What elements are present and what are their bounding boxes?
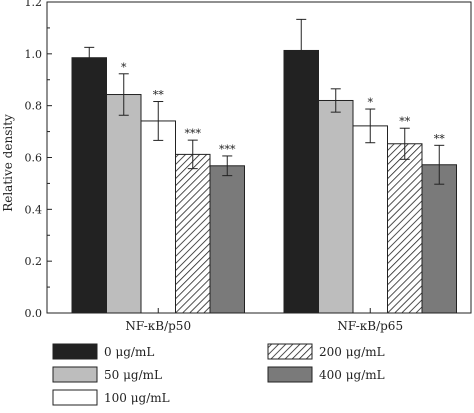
legend-label: 50 μg/mL <box>104 368 162 382</box>
plot-area: 0.00.20.40.60.81.01.2*********NF-κB/p50*… <box>25 0 472 333</box>
legend-label: 100 μg/mL <box>104 391 170 405</box>
legend-swatch <box>52 389 98 406</box>
bar <box>209 165 245 314</box>
significance-label: * <box>368 96 374 109</box>
y-tick-label: 0.0 <box>25 307 43 320</box>
significance-label: * <box>121 61 127 74</box>
legend-swatch <box>52 366 98 383</box>
bar <box>421 164 457 314</box>
y-tick-label: 1.2 <box>25 0 43 9</box>
y-tick-label: 0.4 <box>25 203 43 216</box>
legend-swatch <box>267 366 313 383</box>
y-axis-title: Relative density <box>1 114 15 212</box>
y-tick-label: 0.2 <box>25 255 43 268</box>
y-tick-label: 0.6 <box>25 152 43 165</box>
bar <box>106 94 142 314</box>
x-category-label: NF-κB/p50 <box>125 319 191 333</box>
legend-label: 0 μg/mL <box>104 345 154 359</box>
significance-label: *** <box>185 127 202 140</box>
legend-swatch <box>267 343 313 360</box>
significance-label: *** <box>219 143 236 156</box>
y-tick-label: 1.0 <box>25 48 43 61</box>
legend-label: 400 μg/mL <box>319 368 385 382</box>
bar <box>387 143 423 314</box>
bar <box>175 153 211 314</box>
bar <box>318 99 354 314</box>
x-category-label: NF-κB/p65 <box>337 319 403 333</box>
legend-label: 200 μg/mL <box>319 345 385 359</box>
significance-label: ** <box>153 89 165 102</box>
bar <box>140 120 176 314</box>
bar <box>283 49 319 314</box>
bar <box>71 57 107 314</box>
bar <box>352 125 388 314</box>
legend: 0 μg/mL 50 μg/mL 100 μg/mL 200 μg/mL 400 μg/… <box>52 343 385 406</box>
y-tick-label: 0.8 <box>25 100 43 113</box>
legend-swatch <box>52 343 98 360</box>
significance-label: ** <box>399 115 411 128</box>
significance-label: ** <box>434 132 446 145</box>
